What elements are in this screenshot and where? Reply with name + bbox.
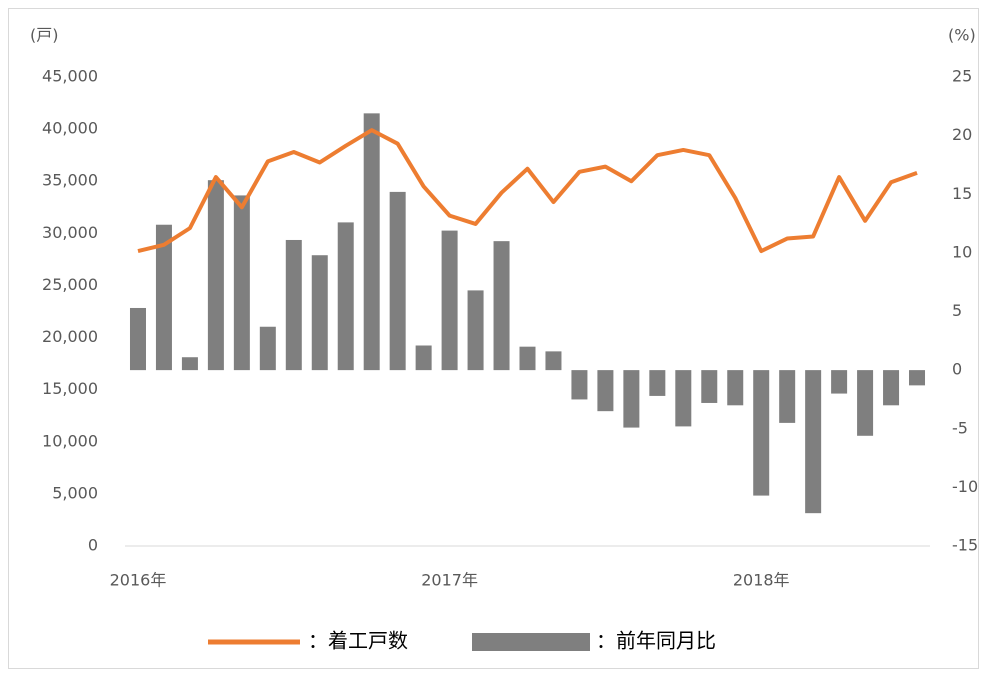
y2-axis-label: (%) (948, 26, 976, 45)
y-tick-label: 45,000 (42, 67, 98, 86)
chart-frame (8, 8, 979, 669)
bar (545, 351, 562, 371)
bar (467, 290, 484, 371)
legend-label: ：前年同月比 (596, 629, 716, 653)
y2-tick-label: 15 (952, 184, 972, 203)
x-tick-label: 2017年 (421, 571, 478, 590)
bar (389, 191, 406, 371)
bar (259, 326, 276, 371)
y-tick-label: 25,000 (42, 275, 98, 294)
bar (623, 370, 640, 428)
y-tick-label: 15,000 (42, 379, 98, 398)
line (137, 128, 918, 254)
bar (883, 370, 900, 406)
bar (155, 224, 172, 371)
y-axis-label: (戸) (30, 26, 59, 45)
bar (285, 239, 302, 371)
bar (831, 370, 848, 394)
y-tick-label: 20,000 (42, 327, 98, 346)
legend-swatch (472, 633, 590, 651)
x-tick-label: 2018年 (733, 571, 790, 590)
bar (129, 307, 146, 371)
y2-tick-label: 20 (952, 125, 972, 144)
y2-tick-label: -10 (952, 477, 978, 496)
bar (649, 370, 666, 396)
y-tick-label: 10,000 (42, 431, 98, 450)
y2-tick-label: 25 (952, 67, 972, 86)
bar (675, 370, 692, 427)
bar (779, 370, 796, 423)
bar (857, 370, 874, 436)
y-tick-label: 0 (88, 536, 98, 555)
y-tick-label: 5,000 (52, 483, 98, 502)
bar (597, 370, 614, 412)
y2-tick-label: 0 (952, 360, 962, 379)
y2-tick-label: 10 (952, 242, 972, 261)
y2-tick-label: 5 (952, 301, 962, 320)
bar (727, 370, 744, 406)
bar (415, 345, 432, 371)
bar (805, 370, 822, 514)
y-tick-label: 30,000 (42, 223, 98, 242)
bar (311, 255, 328, 371)
bar (909, 370, 926, 386)
y-tick-label: 35,000 (42, 171, 98, 190)
x-tick-label: 2016年 (110, 571, 167, 590)
bar (233, 195, 250, 371)
bar (207, 180, 224, 371)
y2-tick-label: -5 (952, 418, 968, 437)
bar (337, 222, 354, 371)
y2-tick-label: -15 (952, 536, 978, 555)
bar (519, 346, 536, 371)
bar (493, 241, 510, 371)
bar (701, 370, 718, 403)
bar (181, 357, 198, 371)
legend-label: ：着工戸数 (308, 629, 408, 653)
bar (363, 113, 380, 371)
bar (571, 370, 588, 400)
y-tick-label: 40,000 (42, 119, 98, 138)
bar (753, 370, 770, 496)
bar (441, 230, 458, 371)
